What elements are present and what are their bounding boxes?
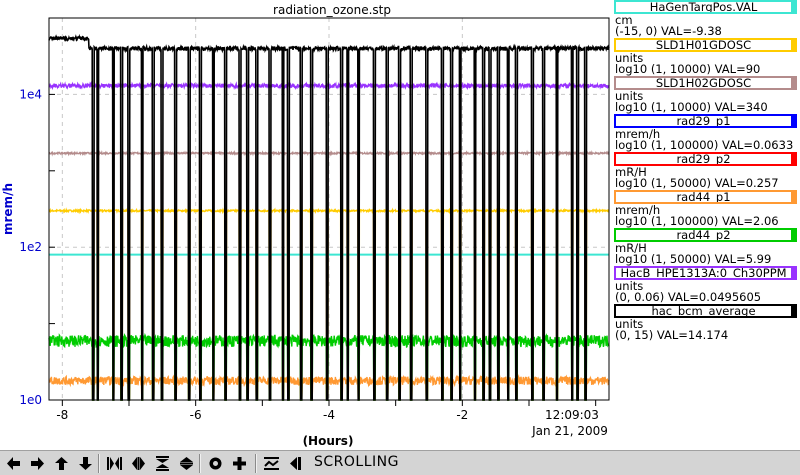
arrow-right-button[interactable]	[28, 454, 47, 473]
legend-signal-name[interactable]: hac_bcm_average	[614, 304, 797, 318]
timestamp-date: Jan 21, 2009	[531, 424, 608, 438]
x-axis: -8 -6 -4 -2	[56, 400, 597, 422]
toolbar-separator	[199, 454, 201, 473]
legend-signal-range: log10 (1, 50000) VAL=5.99	[615, 252, 772, 266]
x-tick-label: -8	[56, 408, 68, 422]
legend-signal-range: log10 (1, 100000) VAL=0.0633	[615, 138, 794, 152]
expand-vertical-icon	[156, 456, 169, 471]
expand-horizontal-icon	[107, 457, 122, 470]
legend-signal-name[interactable]: rad29_p2	[614, 152, 797, 166]
jump-to-end-icon	[290, 457, 301, 470]
x-tick-label: -6	[190, 408, 202, 422]
timestamp-time: 12:09:03	[545, 408, 599, 422]
legend-signal-range: (0, 0.06) VAL=0.0495605	[615, 290, 762, 304]
legend-signal-range: (-15, 0) VAL=-9.38	[615, 24, 722, 38]
y-tick-label: 1e4	[19, 87, 42, 101]
legend-signal-name[interactable]: SLD1H02GDOSC	[614, 76, 797, 90]
legend-signal-range: (0, 15) VAL=14.174	[615, 328, 729, 342]
legend-signal-name[interactable]: rad44_p2	[614, 228, 797, 242]
arrow-left-icon	[7, 457, 20, 470]
circle-button[interactable]	[206, 454, 225, 473]
legend-signal-unit: cm	[615, 13, 633, 27]
chart-title: radiation_ozone.stp	[273, 3, 391, 17]
legend-signal-range: log10 (1, 10000) VAL=90	[615, 62, 761, 76]
compress-vertical-button[interactable]	[177, 454, 196, 473]
arrow-up-button[interactable]	[52, 454, 71, 473]
plus-button[interactable]	[230, 454, 249, 473]
toolbar	[0, 450, 800, 475]
legend-signal-name[interactable]: rad29_p1	[614, 114, 797, 128]
legend-signal-unit: mrem/h	[615, 203, 661, 217]
legend-signal-range: log10 (1, 10000) VAL=340	[615, 100, 768, 114]
legend-signal-range: log10 (1, 100000) VAL=2.06	[615, 214, 779, 228]
expand-horizontal-button[interactable]	[105, 454, 124, 473]
arrow-right-icon	[31, 457, 44, 470]
arrow-up-icon	[55, 457, 68, 470]
arrow-down-button[interactable]	[76, 454, 95, 473]
autoscale-icon	[264, 457, 279, 470]
legend-panel: HaGenTargPos.VAL cm (-15, 0) VAL=-9.38 SLD1…	[613, 0, 800, 450]
legend-signal-name[interactable]: HacB_HPE1313A:0_Ch30PPM	[614, 266, 797, 280]
arrow-left-button[interactable]	[4, 454, 23, 473]
plus-icon	[233, 457, 246, 470]
toolbar-separator	[98, 454, 100, 473]
legend-signal-unit: mrem/h	[615, 127, 661, 141]
x-tick-label: -4	[323, 408, 335, 422]
legend-signal-unit: units	[615, 279, 644, 293]
legend-signal-name[interactable]: HaGenTargPos.VAL	[614, 0, 797, 14]
autoscale-button[interactable]	[262, 454, 281, 473]
arrow-down-icon	[79, 457, 92, 470]
y-axis-label: mrem/h	[1, 183, 15, 235]
compress-vertical-icon	[180, 457, 193, 470]
series-line-hacb-hpe1313a-0-ch30ppm	[48, 81, 610, 91]
scrolling-mode-label: SCROLLING	[314, 454, 399, 470]
circle-icon	[209, 457, 222, 470]
legend-signal-range: log10 (1, 50000) VAL=0.257	[615, 176, 779, 190]
legend-signal-unit: mR/H	[615, 165, 647, 179]
strip-chart[interactable]: radiation_ozone.stp 1e0 1e2 1e4 -8 -6 -4 -2 m…	[0, 0, 612, 450]
y-tick-label: 1e0	[19, 393, 42, 407]
x-axis-label: (Hours)	[303, 434, 354, 448]
legend-signal-name[interactable]: SLD1H01GDOSC	[614, 38, 797, 52]
x-tick-label: -2	[456, 408, 468, 422]
series-line-rad44-p2	[48, 332, 610, 401]
compress-horizontal-button[interactable]	[129, 454, 148, 473]
y-axis: 1e0 1e2 1e4	[19, 17, 55, 407]
compress-horizontal-icon	[132, 457, 145, 470]
legend-signal-unit: units	[615, 51, 644, 65]
legend-signal-unit: mR/H	[615, 241, 647, 255]
legend-signal-unit: units	[615, 317, 644, 331]
toolbar-separator	[255, 454, 257, 473]
legend-signal-name[interactable]: rad44_p1	[614, 190, 797, 204]
expand-vertical-button[interactable]	[153, 454, 172, 473]
legend-signal-unit: units	[615, 89, 644, 103]
jump-to-end-button[interactable]	[286, 454, 305, 473]
y-tick-label: 1e2	[19, 240, 42, 254]
